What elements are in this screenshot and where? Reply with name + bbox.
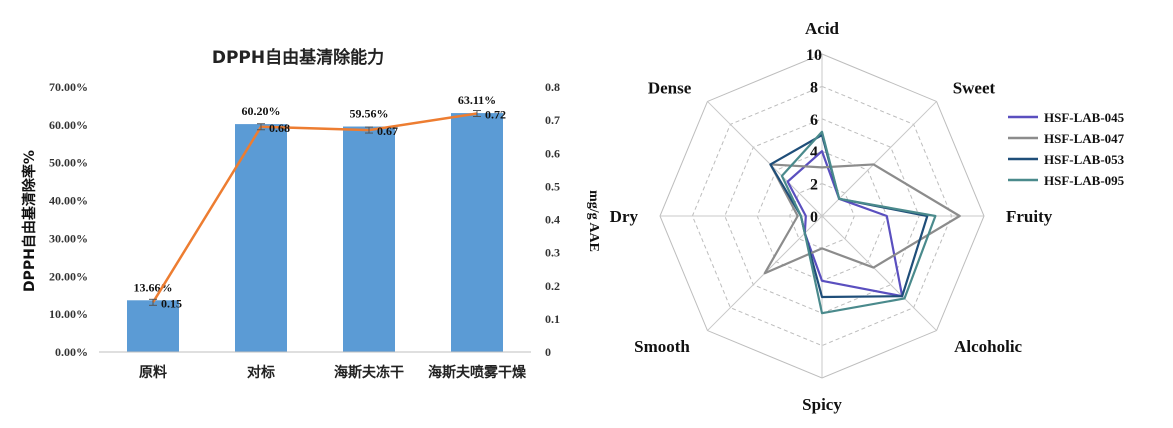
line-value-label: 0.68 [269, 121, 290, 135]
y2-tick-label: 0.4 [545, 213, 560, 227]
x-tick-label: 原料 [139, 364, 167, 381]
radar-axis-label: Sweet [953, 78, 996, 97]
bar-value-label: 60.20% [242, 104, 281, 118]
y-tick-label: 10.00% [49, 307, 88, 321]
line-value-label: 0.15 [161, 296, 182, 310]
y2-axis-ticks: 0 0.1 0.2 0.3 0.4 0.5 0.6 0.7 0.8 [545, 80, 560, 359]
y2-tick-label: 0.5 [545, 179, 560, 193]
flavor-radar-chart: Acid Sweet Fruity Alcoholic Spicy Smooth Dry De… [610, 19, 1125, 414]
radar-axis-label: Dry [610, 207, 639, 226]
y-tick-label: 20.00% [49, 269, 88, 283]
radar-tick-label: 6 [810, 112, 818, 129]
x-axis-ticks: 原料 对标 海斯夫冻干 海斯夫喷雾干燥 [139, 364, 527, 381]
bar-value-label: 59.56% [350, 107, 389, 121]
line-series: 0.15 0.68 0.67 0.72 [149, 108, 506, 310]
radar-tick-label: 0 [810, 209, 818, 226]
legend-label: HSF-LAB-095 [1044, 173, 1125, 188]
y2-tick-label: 0.8 [545, 80, 560, 94]
bar-value-label: 63.11% [458, 93, 496, 107]
y2-tick-label: 0.6 [545, 146, 560, 160]
bar [235, 124, 287, 352]
line-value-label: 0.72 [485, 108, 506, 122]
chart-title: DPPH自由基清除能力 [212, 47, 384, 68]
radar-axis-label: Smooth [634, 337, 690, 356]
radar-axis-labels: Acid Sweet Fruity Alcoholic Spicy Smooth Dry De… [610, 19, 1053, 414]
bar [343, 126, 395, 352]
y-tick-label: 0.00% [55, 345, 88, 359]
y2-tick-label: 0.7 [545, 113, 560, 127]
x-tick-label: 海斯夫喷雾干燥 [428, 364, 527, 381]
radar-grid-ring [691, 85, 953, 347]
y2-tick-label: 0.2 [545, 279, 560, 293]
radar-tick-label: 10 [806, 47, 822, 64]
radar-spoke [821, 215, 937, 331]
y-axis-ticks: 0.00% 10.00% 20.00% 30.00% 40.00% 50.00% 60.00… [49, 80, 88, 359]
y-tick-label: 30.00% [49, 231, 88, 245]
radar-series-line [780, 130, 937, 315]
radar-tick-label: 8 [810, 79, 818, 96]
radar-axis-label: Spicy [802, 395, 842, 414]
bar-value-label: 13.66% [134, 280, 173, 294]
radar-series-line [786, 150, 904, 298]
bar [127, 300, 179, 352]
radar-axis-label: Dense [648, 78, 692, 97]
legend-label: HSF-LAB-047 [1044, 131, 1125, 146]
legend: HSF-LAB-045 HSF-LAB-047 HSF-LAB-053 HSF-LAB… [1008, 110, 1125, 188]
bar-series: 13.66% 60.20% 59.56% 63.11% [127, 93, 503, 352]
radar-tick-label: 4 [810, 144, 818, 161]
y2-tick-label: 0.1 [545, 312, 560, 326]
radar-axis-label: Alcoholic [954, 337, 1022, 356]
bar [451, 113, 503, 352]
radar-series-line [763, 163, 961, 275]
line-path [151, 112, 478, 303]
radar-tick-label: 2 [810, 177, 818, 194]
x-tick-label: 海斯夫冻干 [334, 364, 404, 381]
y2-axis-label: mg/g AAE [586, 190, 601, 252]
radar-spoke [707, 101, 823, 217]
line-value-label: 0.67 [377, 124, 398, 138]
legend-label: HSF-LAB-053 [1044, 152, 1125, 167]
y-tick-label: 50.00% [49, 156, 88, 170]
y-tick-label: 70.00% [49, 80, 88, 94]
radar-radial-ticks: 0 2 4 6 8 10 [806, 47, 822, 226]
y-tick-label: 60.00% [49, 118, 88, 132]
radar-axis-label: Fruity [1006, 207, 1053, 226]
dpph-combo-chart: DPPH自由基清除能力 DPPH自由基清除率% mg/g AAE 0.00% 10… [21, 47, 601, 381]
y2-tick-label: 0 [545, 345, 551, 359]
y-axis-label: DPPH自由基清除率% [21, 150, 38, 292]
radar-spoke [821, 101, 937, 217]
radar-series [763, 130, 961, 315]
legend-label: HSF-LAB-045 [1044, 110, 1125, 125]
radar-axis-label: Acid [805, 19, 840, 38]
y2-tick-label: 0.3 [545, 246, 560, 260]
y-tick-label: 40.00% [49, 194, 88, 208]
x-tick-label: 对标 [247, 364, 275, 381]
